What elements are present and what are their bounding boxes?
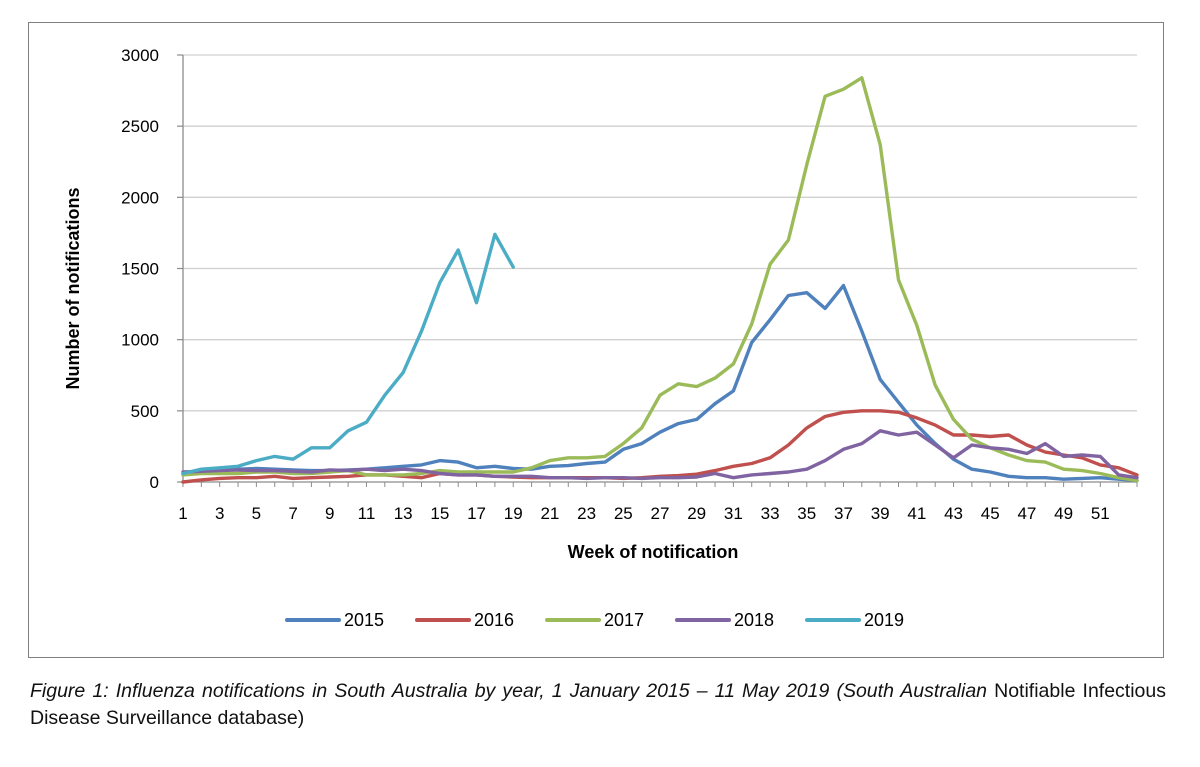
y-tick-label: 3000 bbox=[121, 46, 159, 65]
x-tick-label: 27 bbox=[651, 504, 670, 523]
y-tick-label: 1500 bbox=[121, 260, 159, 279]
x-tick-label: 41 bbox=[907, 504, 926, 523]
gridlines bbox=[183, 54, 1137, 412]
y-tick-label: 0 bbox=[150, 473, 159, 492]
y-axis-title: Number of notifications bbox=[63, 188, 83, 390]
x-tick-label: 3 bbox=[215, 504, 224, 523]
series-line-2019 bbox=[181, 232, 515, 476]
x-tick-label: 7 bbox=[288, 504, 297, 523]
x-axis-title: Week of notification bbox=[568, 542, 739, 562]
figure-caption: Figure 1: Influenza notifications in Sou… bbox=[30, 678, 1166, 732]
x-tick-label: 21 bbox=[540, 504, 559, 523]
x-tick-label: 37 bbox=[834, 504, 853, 523]
y-tick-label: 2000 bbox=[121, 188, 159, 207]
x-tick-label: 33 bbox=[761, 504, 780, 523]
x-axis-ticks: 1 3 5 7 9 11 13 15 17 19 21 23 25 27 29 31 33 35 37 39 41 43 4… bbox=[178, 482, 1138, 523]
legend-label-2016: 2016 bbox=[474, 610, 514, 630]
series-line-2015 bbox=[181, 283, 1139, 483]
x-tick-label: 29 bbox=[687, 504, 706, 523]
y-tick-label: 1000 bbox=[121, 331, 159, 350]
y-tick-label: 500 bbox=[131, 402, 159, 421]
x-tick-label: 45 bbox=[981, 504, 1000, 523]
chart-frame: 0 500 1000 1500 2000 2500 3000 1 3 5 7 9 11 13 15 17 19… bbox=[28, 22, 1164, 658]
x-tick-label: 1 bbox=[178, 504, 187, 523]
series-lines bbox=[181, 76, 1139, 484]
x-tick-label: 17 bbox=[467, 504, 486, 523]
x-tick-label: 39 bbox=[871, 504, 890, 523]
y-tick-label: 2500 bbox=[121, 117, 159, 136]
x-tick-label: 51 bbox=[1091, 504, 1110, 523]
caption-italic: Figure 1: Influenza notifications in Sou… bbox=[30, 680, 988, 702]
x-tick-label: 49 bbox=[1054, 504, 1073, 523]
legend-label-2018: 2018 bbox=[734, 610, 774, 630]
x-tick-label: 11 bbox=[358, 504, 376, 523]
legend-label-2019: 2019 bbox=[864, 610, 904, 630]
legend-label-2017: 2017 bbox=[604, 610, 644, 630]
axes bbox=[182, 55, 1137, 483]
legend-label-2015: 2015 bbox=[344, 610, 384, 630]
legend: 2015 2016 2017 2018 2019 bbox=[285, 610, 904, 630]
x-tick-label: 19 bbox=[504, 504, 523, 523]
y-axis-ticks: 0 500 1000 1500 2000 2500 3000 bbox=[121, 46, 183, 492]
x-tick-label: 43 bbox=[944, 504, 963, 523]
x-tick-label: 13 bbox=[394, 504, 413, 523]
x-tick-label: 23 bbox=[577, 504, 596, 523]
series-line-2017 bbox=[181, 76, 1139, 483]
x-tick-label: 47 bbox=[1017, 504, 1036, 523]
x-tick-label: 35 bbox=[797, 504, 816, 523]
x-tick-label: 25 bbox=[614, 504, 633, 523]
x-tick-label: 9 bbox=[325, 504, 334, 523]
x-tick-label: 5 bbox=[252, 504, 261, 523]
x-tick-label: 31 bbox=[724, 504, 743, 523]
caption-normal: Notifiable Infectious Disease Surveillan… bbox=[30, 680, 1166, 729]
x-tick-label: 15 bbox=[430, 504, 449, 523]
series-line-2018 bbox=[181, 429, 1139, 481]
